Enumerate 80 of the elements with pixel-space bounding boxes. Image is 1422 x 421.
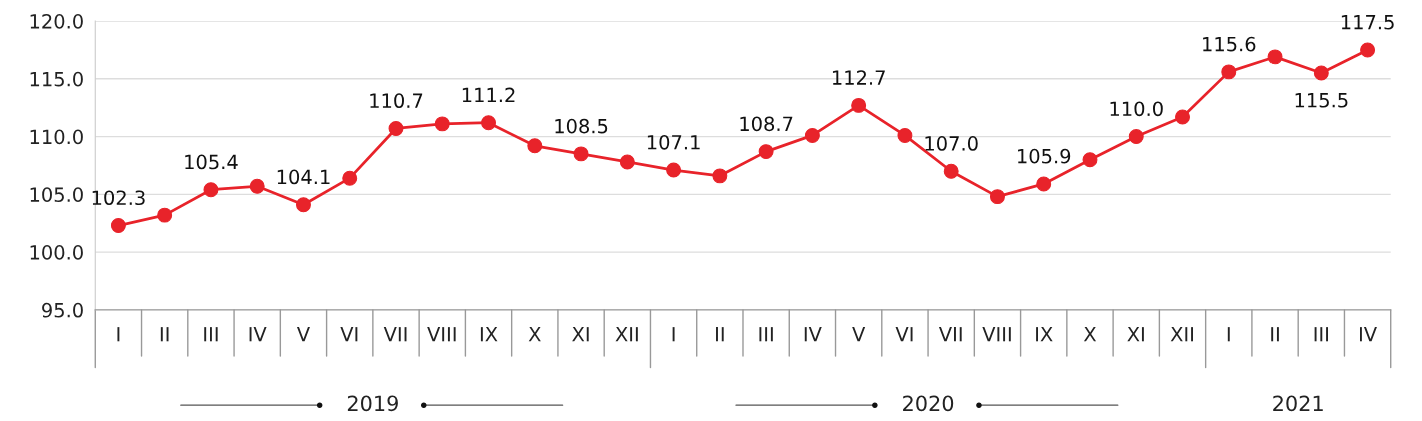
x-tick-label: XII — [1170, 327, 1193, 342]
y-tick-label: 110.0 — [30, 129, 83, 145]
y-tick-label: 105.0 — [30, 187, 83, 202]
x-tick-label: VII — [938, 327, 962, 342]
x-tick-label: III — [759, 327, 773, 342]
point — [157, 207, 173, 223]
x-tick-label: XII — [615, 327, 638, 342]
point — [388, 121, 404, 136]
point — [1082, 152, 1098, 168]
x-tick-label: VI — [340, 327, 358, 342]
point — [527, 138, 543, 154]
point — [619, 154, 635, 170]
x-tick-label: III — [204, 327, 218, 342]
data-label: 108.5 — [555, 118, 608, 134]
point — [1360, 42, 1376, 58]
x-tick-label: II — [1271, 327, 1279, 342]
x-tick-label: X — [1083, 327, 1097, 342]
x-tick-label: I — [117, 327, 120, 342]
point — [897, 127, 913, 143]
point — [434, 116, 450, 132]
text: 2021 — [1273, 395, 1323, 412]
point — [1313, 65, 1329, 81]
point — [342, 170, 358, 186]
x-tick-label: X — [528, 327, 541, 342]
data-label: 110.7 — [370, 93, 423, 109]
point — [804, 127, 820, 143]
y-tick-label: 95.0 — [42, 302, 83, 318]
x-tick-label: V — [852, 327, 866, 342]
point — [1128, 129, 1144, 145]
x-tick-label: I — [1227, 327, 1230, 342]
x-tick-label: VIII — [982, 327, 1011, 342]
x-tick-label: IV — [1359, 327, 1377, 342]
text: 2019 — [347, 395, 398, 412]
x-tick-label: XI — [1127, 327, 1144, 342]
point — [110, 218, 126, 233]
x-tick-label: III — [1314, 327, 1329, 342]
data-label: 107.0 — [925, 136, 978, 151]
x-tick-label: II — [160, 327, 169, 342]
y-tick-label: 115.0 — [30, 71, 83, 87]
x-tick-label: IV — [804, 327, 822, 342]
point — [249, 178, 265, 194]
point — [1267, 49, 1283, 65]
x-tick-label: II — [716, 327, 724, 342]
x-tick-label: I — [672, 327, 675, 342]
data-label: 110.0 — [1110, 101, 1163, 117]
data-label: 105.9 — [1018, 148, 1071, 164]
point — [1175, 109, 1190, 125]
point — [481, 115, 496, 131]
x-tick-label: VI — [895, 327, 913, 342]
point — [943, 163, 959, 179]
data-label: 117.5 — [1341, 15, 1394, 30]
x-tick-label: VII — [383, 327, 407, 342]
point — [758, 144, 774, 160]
data-label: 105.4 — [185, 154, 238, 170]
point — [851, 97, 867, 113]
x-tick-label: V — [296, 327, 310, 342]
data-label: 107.1 — [647, 134, 700, 150]
y-tick-label: 100.0 — [30, 245, 83, 260]
data-label: 111.2 — [462, 87, 515, 102]
point — [989, 189, 1005, 205]
data-label: 104.1 — [277, 169, 330, 185]
x-tick-label: IV — [249, 327, 267, 342]
point — [1036, 176, 1052, 192]
x-tick-label: IX — [1036, 327, 1053, 342]
x-tick-label: VIII — [427, 327, 456, 342]
point — [666, 162, 682, 178]
point — [203, 182, 219, 198]
point — [712, 168, 728, 184]
x-tick-label: XI — [572, 327, 589, 342]
text: 2020 — [903, 395, 954, 412]
x-tick-label: IX — [480, 327, 498, 342]
data-label: 108.7 — [740, 116, 793, 132]
point — [1221, 64, 1237, 80]
data-label: 102.3 — [92, 190, 145, 206]
point — [573, 146, 589, 162]
data-label: 112.7 — [832, 70, 885, 85]
data-label: 115.6 — [1203, 36, 1256, 52]
data-label: 115.5 — [1295, 93, 1348, 108]
point — [296, 197, 311, 213]
y-tick-label: 120.0 — [30, 14, 83, 29]
